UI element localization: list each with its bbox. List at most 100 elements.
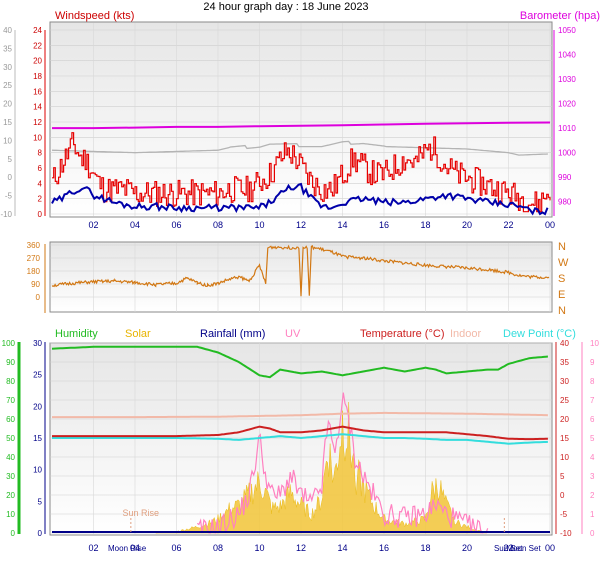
wind-x-tick-label: 02 <box>88 220 98 230</box>
humidity-tick-label: 50 <box>6 434 15 443</box>
compass-label: E <box>558 289 565 301</box>
wind-tick-label: 12 <box>33 118 42 127</box>
humidity-tick-label: 30 <box>6 472 15 481</box>
temperature-tick-label: -10 <box>560 529 572 538</box>
temp-x-tick-label: 00 <box>545 543 555 553</box>
baro-line <box>52 121 551 130</box>
wind-direction-line <box>51 244 550 297</box>
legend-item: UV <box>285 328 301 340</box>
dew-point-line <box>52 433 548 445</box>
temp-x-tick-label: 02 <box>88 543 98 553</box>
rain-tick-label: 10 <box>33 466 42 475</box>
uv-tick-label: 10 <box>590 339 599 348</box>
humidity-line <box>51 345 548 379</box>
sunrise-label: Sun Rise <box>123 508 160 518</box>
wind-tick-label: 14 <box>33 103 42 112</box>
uv-tick-label: 5 <box>590 434 595 443</box>
direction-panel-series <box>51 244 550 297</box>
direction-tick-label: 270 <box>27 254 41 263</box>
temperature-tick-label: 20 <box>560 415 569 424</box>
chart-title: 24 hour graph day : 18 June 2023 <box>203 1 368 13</box>
humidity-tick-label: 0 <box>11 529 16 538</box>
direction-panel-grid <box>50 243 552 312</box>
wind-x-tick-label: 06 <box>171 220 181 230</box>
uv-line <box>196 392 489 534</box>
wind-x-tick-label: 14 <box>337 220 347 230</box>
indoor-temperature-line <box>52 411 548 419</box>
temp-x-tick-label: 04 <box>130 543 140 553</box>
temp-x-tick-label: 22 <box>503 543 513 553</box>
direction-tick-label: 180 <box>27 267 41 276</box>
temperature-tick-label: -5 <box>560 510 568 519</box>
wind-outer-tick-label: 20 <box>3 100 12 109</box>
baro-tick-label: 980 <box>558 198 572 207</box>
temperature-tick-label: 40 <box>560 339 569 348</box>
humidity-tick-label: 20 <box>6 491 15 500</box>
temp-x-tick-label: 06 <box>171 543 181 553</box>
temp-panel-legend: Humidity Solar Rainfall (mm) UV Temperature … <box>55 328 576 340</box>
wind-x-tick-label: 22 <box>503 220 513 230</box>
wind-panel-axes: 024681012141618202224-10-505101520253035… <box>0 26 576 230</box>
uv-tick-label: 2 <box>590 491 595 500</box>
temp-x-tick-label: 16 <box>379 543 389 553</box>
rain-tick-label: 25 <box>33 371 42 380</box>
wind-tick-label: 10 <box>33 133 42 142</box>
baro-tick-label: 1010 <box>558 124 576 133</box>
wind-x-tick-label: 00 <box>545 220 555 230</box>
wind-x-tick-label: 10 <box>254 220 264 230</box>
temp-panel-series <box>51 345 550 534</box>
wind-tick-label: 6 <box>38 164 43 173</box>
humidity-tick-label: 100 <box>2 339 16 348</box>
wind-axis-label: Windspeed (kts) <box>55 10 134 22</box>
temp-x-tick-label: 20 <box>462 543 472 553</box>
wind-gust-line <box>52 132 551 213</box>
wind-x-tick-label: 04 <box>130 220 140 230</box>
legend-item: Indoor <box>450 328 482 340</box>
uv-tick-label: 8 <box>590 377 595 386</box>
temp-x-tick-label: 12 <box>296 543 306 553</box>
wind-x-tick-label: 20 <box>462 220 472 230</box>
wind-tick-label: 0 <box>38 210 43 219</box>
uv-tick-label: 0 <box>590 529 595 538</box>
compass-label: N <box>558 241 566 253</box>
wind-average-line <box>51 182 549 216</box>
temperature-line <box>52 425 548 441</box>
humidity-tick-label: 70 <box>6 396 15 405</box>
humidity-tick-label: 90 <box>6 358 15 367</box>
wind-tick-label: 8 <box>38 149 43 158</box>
humidity-tick-label: 40 <box>6 453 15 462</box>
wind-outer-tick-label: -10 <box>0 210 12 219</box>
wind-outer-tick-label: 40 <box>3 26 12 35</box>
rain-tick-label: 15 <box>33 434 42 443</box>
compass-label: N <box>558 305 566 317</box>
moonrise-label: Moon Rise <box>108 544 147 553</box>
uv-tick-label: 9 <box>590 358 595 367</box>
wind-x-tick-label: 16 <box>379 220 389 230</box>
legend-item: Solar <box>125 328 151 340</box>
temp-x-tick-label: 10 <box>254 543 264 553</box>
uv-tick-label: 4 <box>590 453 595 462</box>
temperature-tick-label: 15 <box>560 434 569 443</box>
baro-tick-label: 1020 <box>558 100 576 109</box>
temperature-tick-label: 10 <box>560 453 569 462</box>
humidity-tick-label: 60 <box>6 415 15 424</box>
direction-tick-label: 360 <box>27 241 41 250</box>
humidity-tick-label: 10 <box>6 510 15 519</box>
wind-tick-label: 22 <box>33 41 42 50</box>
wind-tick-label: 18 <box>33 72 42 81</box>
wind-tick-label: 20 <box>33 57 42 66</box>
rain-tick-label: 20 <box>33 402 42 411</box>
temp-x-tick-label: 08 <box>213 543 223 553</box>
wind-x-tick-label: 12 <box>296 220 306 230</box>
temp-x-tick-label: 14 <box>337 543 347 553</box>
wind-panel-grid <box>50 23 552 216</box>
wind-tick-label: 16 <box>33 87 42 96</box>
baro-tick-label: 1000 <box>558 149 576 158</box>
wind-x-tick-label: 08 <box>213 220 223 230</box>
humidity-tick-label: 80 <box>6 377 15 386</box>
baro-tick-label: 1030 <box>558 75 576 84</box>
wind-outer-tick-label: 10 <box>3 136 12 145</box>
